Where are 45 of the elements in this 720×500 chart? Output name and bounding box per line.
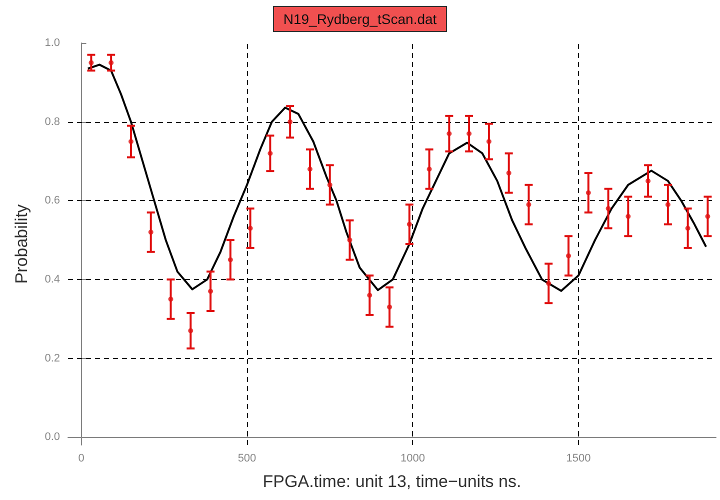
point (387, 304, 392, 310)
point (626, 214, 631, 219)
point (347, 238, 352, 243)
x-tick-label: 1500 (566, 452, 591, 464)
point (426, 166, 432, 172)
point (486, 139, 492, 144)
point (208, 288, 214, 294)
point (646, 178, 651, 184)
point (268, 150, 273, 156)
y-tick-label: 0.8 (44, 116, 60, 128)
point (466, 131, 472, 136)
point (248, 226, 253, 231)
point (546, 280, 552, 286)
point (188, 328, 194, 334)
point (606, 206, 611, 212)
point (446, 131, 452, 136)
point (566, 253, 571, 258)
point (228, 257, 233, 262)
point (406, 222, 412, 227)
point (327, 182, 332, 188)
point (705, 214, 710, 219)
point (526, 202, 532, 208)
x-tick-label: 500 (238, 452, 256, 464)
point (367, 292, 372, 298)
point (665, 202, 670, 208)
point (88, 60, 94, 66)
point (128, 139, 134, 144)
point (586, 190, 591, 196)
x-tick-label: 1000 (400, 452, 425, 464)
y-tick-label: 1.0 (44, 37, 60, 49)
y-tick-label: 0.4 (44, 273, 60, 286)
point (685, 226, 690, 231)
x-axis-title: FPGA.time: unit 13, time−units ns. (262, 472, 522, 491)
point (148, 230, 154, 235)
y-axis-title: Probability (12, 204, 31, 284)
point (108, 60, 114, 66)
point (288, 119, 293, 124)
y-tick-label: 0.6 (44, 194, 60, 207)
point (506, 170, 512, 176)
point (307, 166, 312, 172)
chart-title: N19_Rydberg_tScan.dat (283, 11, 437, 27)
point (168, 296, 174, 302)
y-tick-label: 0.0 (44, 431, 60, 444)
y-tick-label: 0.2 (44, 352, 60, 364)
x-tick-label: 0 (78, 452, 84, 464)
